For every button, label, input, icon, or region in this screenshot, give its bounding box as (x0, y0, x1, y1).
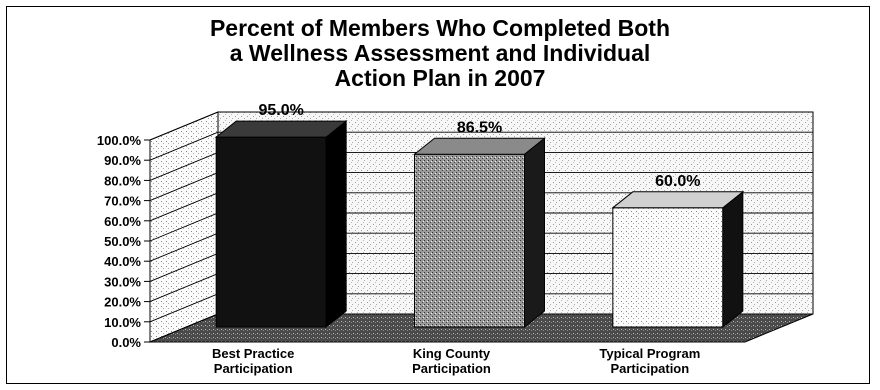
gridline (149, 111, 813, 141)
category-label: King County (413, 346, 491, 361)
bar-side (524, 137, 545, 329)
bar-top (214, 120, 348, 138)
y-tick-label: 80.0% (104, 173, 141, 188)
bar-top (611, 191, 745, 209)
bar-front (215, 136, 327, 328)
y-tick-label: 60.0% (104, 214, 141, 229)
bar (214, 120, 348, 329)
bar-front (612, 207, 724, 328)
category-label: Participation (214, 361, 293, 376)
gridline (149, 131, 813, 161)
chart-title: Percent of Members Who Completed Both a … (209, 15, 671, 91)
bar-side (325, 120, 347, 329)
y-tick-label: 10.0% (104, 315, 141, 330)
category-label: Participation (610, 361, 689, 376)
y-tick-label: 50.0% (104, 234, 141, 249)
data-label: 60.0% (655, 173, 700, 190)
category-label: Best Practice (212, 346, 294, 361)
bar (413, 137, 546, 329)
data-labels: 95.0% 86.5% 60.0% (258, 102, 700, 190)
bar (611, 190, 745, 329)
y-tick-label: 0.0% (111, 335, 141, 350)
bar-top (413, 137, 546, 155)
y-tick-label: 70.0% (104, 194, 141, 209)
category-label: Participation (412, 361, 491, 376)
y-tick-label: 20.0% (104, 295, 141, 310)
category-label: Typical Program (599, 346, 700, 361)
bar-side (722, 190, 744, 329)
data-label: 95.0% (258, 102, 303, 119)
y-tick-label: 30.0% (104, 274, 141, 289)
bars (214, 120, 745, 329)
y-tick-label: 100.0% (97, 133, 142, 148)
y-axis-ticks: 0.0% 10.0% 20.0% 30.0% 40.0% 50.0% 60.0% 70.0% 8… (97, 133, 151, 350)
bar-front (414, 153, 525, 328)
data-label: 86.5% (457, 119, 502, 136)
y-tick-label: 40.0% (104, 254, 141, 269)
y-tick-label: 90.0% (104, 153, 141, 168)
